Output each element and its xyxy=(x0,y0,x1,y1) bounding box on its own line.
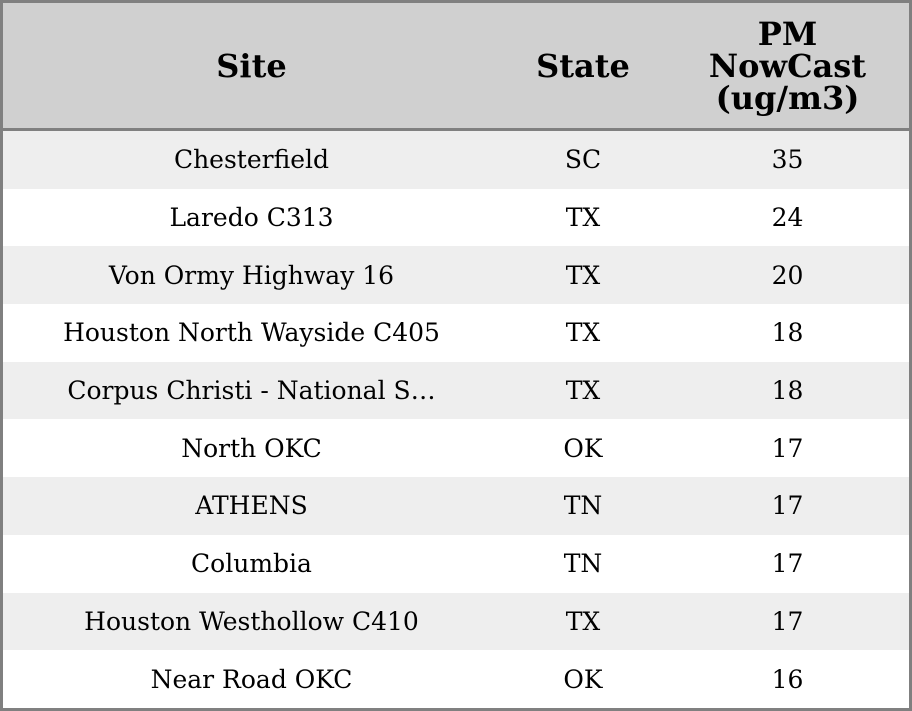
cell-pm-nowcast: 17 xyxy=(666,592,909,651)
header-state: State xyxy=(500,3,666,131)
cell-pm-nowcast: 17 xyxy=(666,534,909,593)
cell-pm-nowcast: 18 xyxy=(666,304,909,362)
cell-pm-nowcast: 16 xyxy=(666,650,909,708)
table-row: Near Road OKC OK 16 xyxy=(3,650,909,708)
cell-site: Near Road OKC xyxy=(3,650,500,708)
cell-state: TX xyxy=(500,188,666,247)
cell-site: Corpus Christi - National S… xyxy=(3,361,500,420)
header-site: Site xyxy=(3,3,500,131)
table-body: Chesterfield SC 35 Laredo C313 TX 24 Von Ormy … xyxy=(3,129,909,708)
cell-pm-nowcast: 35 xyxy=(666,129,909,189)
cell-site: ATHENS xyxy=(3,477,500,535)
cell-state: TX xyxy=(500,361,666,420)
cell-state: TX xyxy=(500,246,666,305)
header-pm-nowcast: PM NowCast (ug/m3) xyxy=(666,3,909,131)
table-row: Houston North Wayside C405 TX 18 xyxy=(3,304,909,362)
cell-pm-nowcast: 17 xyxy=(666,477,909,535)
cell-state: SC xyxy=(500,129,666,189)
cell-pm-nowcast: 20 xyxy=(666,246,909,305)
table-row: Laredo C313 TX 24 xyxy=(3,188,909,247)
cell-site: Houston Westhollow C410 xyxy=(3,592,500,651)
table-row: North OKC OK 17 xyxy=(3,419,909,478)
table-row: Von Ormy Highway 16 TX 20 xyxy=(3,246,909,305)
data-table: Site State PM NowCast (ug/m3) Chesterfie… xyxy=(3,3,909,708)
cell-site: Houston North Wayside C405 xyxy=(3,304,500,362)
cell-pm-nowcast: 18 xyxy=(666,361,909,420)
cell-site: Chesterfield xyxy=(3,129,500,189)
cell-site: Columbia xyxy=(3,534,500,593)
cell-state: TN xyxy=(500,534,666,593)
table-row: Houston Westhollow C410 TX 17 xyxy=(3,592,909,651)
cell-site: Von Ormy Highway 16 xyxy=(3,246,500,305)
cell-state: OK xyxy=(500,650,666,708)
table-row: Corpus Christi - National S… TX 18 xyxy=(3,361,909,420)
cell-state: TX xyxy=(500,592,666,651)
cell-pm-nowcast: 24 xyxy=(666,188,909,247)
cell-pm-nowcast: 17 xyxy=(666,419,909,478)
cell-state: OK xyxy=(500,419,666,478)
cell-site: North OKC xyxy=(3,419,500,478)
table-row: Chesterfield SC 35 xyxy=(3,129,909,189)
cell-site: Laredo C313 xyxy=(3,188,500,247)
cell-state: TX xyxy=(500,304,666,362)
table-row: ATHENS TN 17 xyxy=(3,477,909,535)
cell-state: TN xyxy=(500,477,666,535)
table-row: Columbia TN 17 xyxy=(3,534,909,593)
header-row: Site State PM NowCast (ug/m3) xyxy=(3,3,909,131)
